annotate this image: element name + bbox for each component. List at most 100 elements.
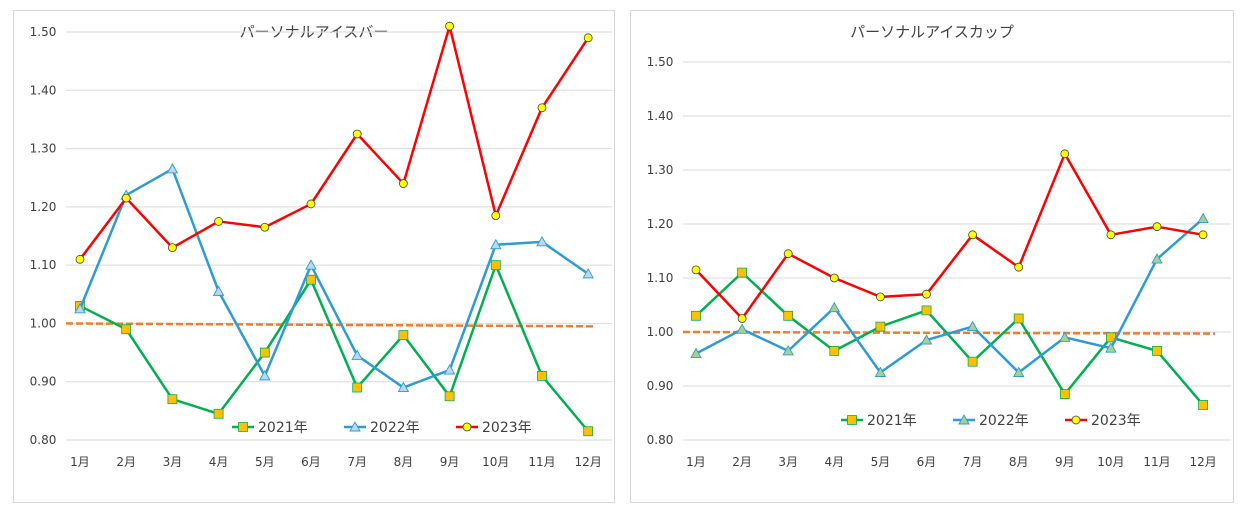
legend-marker — [1071, 415, 1081, 425]
y-tick-label: 1.10 — [647, 271, 674, 285]
legend-label: 2021年 — [867, 413, 917, 429]
data-point — [491, 211, 501, 221]
data-point — [783, 310, 794, 321]
data-point — [922, 289, 931, 299]
x-tick-label: 10月 — [1097, 455, 1124, 469]
x-tick-label: 12月 — [575, 455, 602, 469]
y-tick-label: 0.90 — [30, 375, 57, 389]
data-point — [966, 320, 979, 332]
data-point — [537, 370, 547, 381]
data-point — [583, 426, 594, 437]
data-point — [875, 292, 885, 302]
x-tick-label: 3月 — [163, 455, 183, 469]
data-point — [259, 347, 270, 358]
data-point — [306, 274, 316, 285]
legend-label: 2023年 — [482, 420, 532, 436]
x-tick-label: 5月 — [871, 455, 891, 469]
x-tick-label: 9月 — [440, 455, 460, 469]
data-point — [829, 345, 840, 356]
data-point — [74, 302, 86, 314]
data-point — [875, 321, 886, 332]
data-point — [306, 199, 316, 209]
legend-label: 2021年 — [258, 420, 308, 436]
series-line-2021年 — [79, 263, 590, 433]
data-point — [1059, 389, 1070, 400]
x-tick-label: 3月 — [778, 455, 798, 469]
x-tick-label: 1月 — [686, 455, 706, 469]
data-point — [398, 179, 408, 188]
x-tick-label: 6月 — [301, 455, 321, 469]
x-tick-label: 7月 — [347, 455, 367, 469]
y-tick-label: 0.80 — [30, 433, 57, 447]
data-point — [167, 394, 178, 405]
data-point — [1152, 345, 1162, 356]
data-point — [1151, 253, 1163, 264]
x-tick-label: 2月 — [732, 455, 752, 469]
y-tick-label: 0.80 — [647, 433, 674, 447]
data-point — [490, 238, 502, 250]
data-point — [691, 265, 701, 275]
data-point — [583, 33, 593, 43]
data-point — [352, 129, 362, 139]
data-point — [352, 382, 363, 393]
data-point — [121, 193, 131, 203]
data-point — [213, 408, 224, 419]
data-point — [121, 324, 132, 335]
legend-marker — [349, 421, 361, 432]
data-point — [1014, 262, 1024, 272]
data-point — [445, 21, 455, 31]
legend-marker — [847, 415, 857, 425]
data-point — [1152, 222, 1162, 232]
chart-panel-ice-bar: パーソナルアイスバー 0.80 0.90 1.00 1.10 1.20 1.30 1.40 1… — [13, 10, 615, 503]
data-point — [828, 301, 841, 313]
y-tick-label: 1.50 — [30, 25, 57, 39]
legend-marker — [238, 422, 248, 432]
chart-ice-cup: パーソナルアイスカップ 0.80 0.90 1.00 1.10 1.20 1.30 1.40… — [647, 23, 1231, 469]
x-tick-label: 11月 — [1143, 455, 1170, 469]
data-point — [1059, 331, 1071, 342]
data-point — [75, 254, 85, 264]
x-tick-label: 10月 — [482, 455, 509, 469]
y-tick-label: 1.50 — [647, 55, 674, 69]
data-point — [167, 243, 177, 253]
data-point — [1013, 313, 1024, 324]
y-tick-label: 1.20 — [30, 200, 57, 214]
data-point — [874, 366, 887, 377]
series-line-2023年 — [695, 152, 1204, 320]
series-line-2022年 — [695, 217, 1204, 374]
legend-label: 2022年 — [370, 420, 420, 436]
data-point — [691, 310, 701, 321]
data-point — [582, 267, 594, 279]
data-point — [537, 103, 547, 113]
y-tick-label: 1.20 — [647, 217, 674, 231]
data-point — [1012, 366, 1025, 377]
x-tick-label: 11月 — [528, 455, 555, 469]
data-point — [351, 349, 363, 360]
series-line-2023年 — [79, 24, 590, 261]
chart-title: パーソナルアイスカップ — [850, 23, 1014, 41]
data-point — [967, 356, 978, 367]
y-tick-label: 1.40 — [647, 109, 674, 123]
chart-ice-bar: パーソナルアイスバー 0.800.901.001.101.201.301.401… — [30, 21, 612, 469]
x-tick-label: 8月 — [1009, 455, 1029, 469]
y-tick-label: 1.40 — [30, 83, 57, 97]
y-tick-label: 0.90 — [647, 379, 674, 393]
data-point — [1198, 399, 1208, 410]
data-point — [737, 267, 747, 278]
series-line-2021年 — [695, 271, 1205, 406]
legend-label: 2023年 — [1091, 413, 1141, 429]
data-point — [920, 334, 933, 345]
y-tick-label: 1.00 — [647, 325, 674, 339]
data-point — [536, 235, 548, 247]
data-point — [444, 391, 455, 402]
x-tick-label: 7月 — [963, 455, 983, 469]
data-point — [214, 217, 224, 226]
x-tick-label: 4月 — [824, 455, 844, 469]
data-point — [260, 222, 270, 232]
series-line-2022年 — [78, 167, 589, 389]
chart-panel-ice-cup: パーソナルアイスカップ 0.80 0.90 1.00 1.10 1.20 1.30 1.40… — [630, 10, 1234, 503]
legend-marker — [958, 414, 970, 425]
data-point — [829, 273, 839, 283]
data-point — [736, 323, 748, 334]
data-point — [783, 249, 793, 259]
